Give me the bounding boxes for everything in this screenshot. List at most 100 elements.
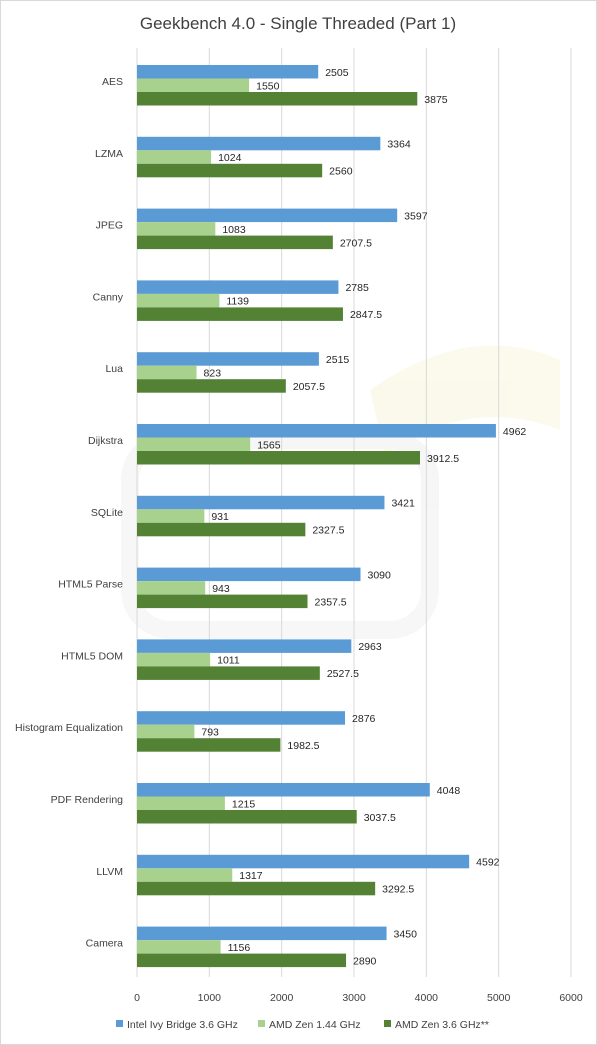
data-label: 823 xyxy=(204,367,222,379)
bar xyxy=(137,280,339,294)
x-tick-label: 1000 xyxy=(198,992,222,1004)
bar xyxy=(137,451,421,465)
data-label: 1139 xyxy=(226,296,249,308)
bar xyxy=(137,783,430,797)
data-label: 931 xyxy=(211,511,229,523)
bar xyxy=(137,365,197,380)
bar xyxy=(137,495,385,510)
bar xyxy=(137,926,387,941)
bar xyxy=(137,92,418,106)
bar xyxy=(137,953,347,968)
bar xyxy=(137,136,381,151)
bar xyxy=(137,437,251,451)
legend-swatch xyxy=(384,1020,391,1027)
data-label: 2707.5 xyxy=(340,237,372,249)
data-label: 943 xyxy=(212,583,230,595)
category-label: HTML5 DOM xyxy=(61,650,123,662)
data-label: 2527.5 xyxy=(327,668,359,680)
bar xyxy=(137,724,195,739)
data-label: 4962 xyxy=(503,426,527,438)
data-label: 3421 xyxy=(391,498,415,510)
category-label: SQLite xyxy=(91,507,123,519)
bar xyxy=(137,222,216,236)
category-label: Histogram Equalization xyxy=(15,722,123,734)
data-label: 2847.5 xyxy=(350,309,382,321)
bar xyxy=(137,854,470,869)
bar xyxy=(137,293,220,308)
legend-entry: AMD Zen 3.6 GHz** xyxy=(395,1019,489,1031)
legend: Intel Ivy Bridge 3.6 GHz AMD Zen 1.44 GHz… xyxy=(116,1019,489,1031)
category-labels: AES LZMA JPEG Canny Lua Dijkstra SQLite HTML5 P… xyxy=(15,76,124,950)
data-label: 3597 xyxy=(404,210,428,222)
data-label: 1317 xyxy=(239,870,263,882)
data-label: 4048 xyxy=(437,785,461,797)
bar xyxy=(137,639,352,653)
category-label: HTML5 Parse xyxy=(58,579,123,591)
bar xyxy=(137,208,398,223)
legend-swatch xyxy=(258,1020,265,1027)
category-label: AES xyxy=(102,76,123,88)
bar xyxy=(137,307,343,321)
data-label: 1550 xyxy=(256,80,280,92)
bar xyxy=(137,940,221,954)
category-label: PDF Rendering xyxy=(51,794,124,806)
category-label: LZMA xyxy=(95,148,123,160)
data-label: 3292.5 xyxy=(382,884,414,896)
bar xyxy=(137,379,286,393)
data-label: 2505 xyxy=(325,67,349,79)
bar xyxy=(137,65,319,79)
data-label: 3090 xyxy=(368,569,392,581)
data-label: 3912.5 xyxy=(427,453,459,465)
data-label: 2515 xyxy=(326,354,350,366)
category-label: Camera xyxy=(86,938,124,950)
data-label: 2327.5 xyxy=(312,525,344,537)
bar xyxy=(137,352,319,366)
data-label: 3037.5 xyxy=(364,812,396,824)
bar xyxy=(137,810,357,824)
data-label: 1156 xyxy=(228,942,251,954)
x-tick-label: 2000 xyxy=(270,992,294,1004)
bar xyxy=(137,666,320,680)
category-label: Lua xyxy=(105,363,123,375)
bar xyxy=(137,738,281,752)
data-label: 2057.5 xyxy=(293,381,325,393)
data-label: 2785 xyxy=(345,282,369,294)
legend-entry: AMD Zen 1.44 GHz xyxy=(269,1019,361,1031)
data-label: 1011 xyxy=(217,655,240,667)
data-label: 2963 xyxy=(358,641,382,653)
bar xyxy=(137,235,333,250)
data-label: 793 xyxy=(201,726,219,738)
bar xyxy=(137,150,212,164)
bar xyxy=(137,163,323,178)
data-label: 4592 xyxy=(476,857,500,869)
bar xyxy=(137,881,376,896)
x-tick-label: 5000 xyxy=(487,992,511,1004)
x-tick-label: 0 xyxy=(134,992,140,1004)
bar xyxy=(137,594,308,609)
bar xyxy=(137,581,206,595)
data-label: 1083 xyxy=(222,224,246,236)
data-label: 2560 xyxy=(329,166,353,178)
bar xyxy=(137,652,211,667)
category-label: LLVM xyxy=(96,866,123,878)
category-label: Canny xyxy=(93,291,124,303)
x-tick-label: 6000 xyxy=(559,992,583,1004)
x-tick-label: 3000 xyxy=(342,992,366,1004)
data-label: 3875 xyxy=(424,94,448,106)
bar xyxy=(137,796,225,810)
bar xyxy=(137,509,205,523)
bar xyxy=(137,711,346,725)
data-label: 1565 xyxy=(257,439,281,451)
data-label: 3364 xyxy=(387,139,411,151)
data-label: 3450 xyxy=(394,928,418,940)
data-label: 1215 xyxy=(232,798,256,810)
data-label: 2876 xyxy=(352,713,376,725)
data-label: 2357.5 xyxy=(315,596,347,608)
bar xyxy=(137,868,233,882)
data-label: 2890 xyxy=(353,955,377,967)
legend-swatch xyxy=(116,1020,123,1027)
bar xyxy=(137,78,250,92)
data-label: 1982.5 xyxy=(287,740,319,752)
data-labels: 2505 1550 3875 3364 1024 2560 3597 1083 2707.5 27… xyxy=(201,67,526,968)
